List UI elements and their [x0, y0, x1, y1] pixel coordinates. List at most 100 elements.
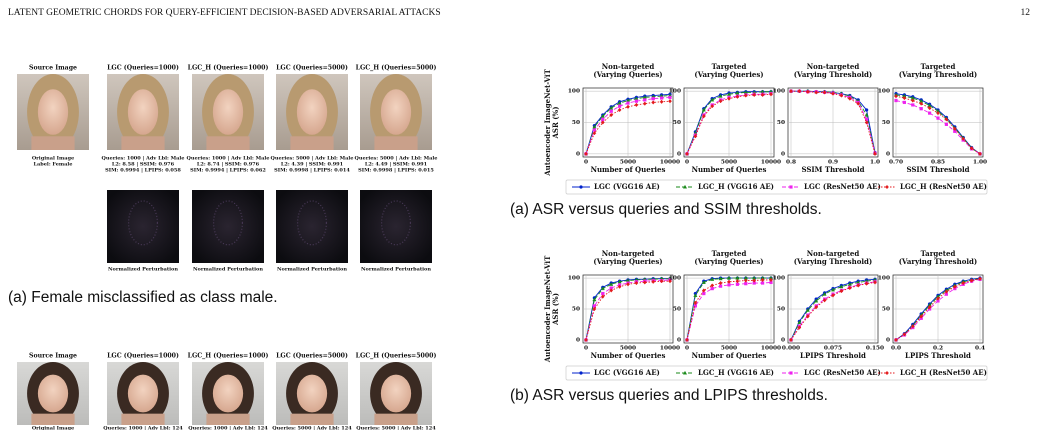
y-tick-label: 50 — [673, 120, 681, 126]
data-point — [805, 308, 810, 312]
x-tick-label: 5000 — [620, 160, 636, 166]
data-point — [726, 92, 732, 96]
data-point — [701, 280, 706, 284]
x-tick-label: 10000 — [660, 160, 680, 166]
data-point — [634, 102, 639, 108]
data-point — [814, 305, 819, 310]
y-tick-label: 100 — [669, 276, 681, 282]
data-point — [592, 131, 597, 136]
column-header: LGC_H (Queries=5000) — [356, 65, 437, 72]
data-point — [601, 117, 605, 121]
y-tick-label: 100 — [669, 89, 681, 95]
y-axis-label-line: ASR (%) — [551, 106, 560, 139]
line-chart: Non-targeted(Varying Queries) Number of Q… — [568, 249, 680, 360]
face-image — [107, 74, 179, 150]
perturbation-label: Normalized Perturbation — [108, 267, 178, 273]
image-caption: SIM: 0.9998 | LPIPS: 0.015 — [358, 168, 434, 174]
perturbation-image — [276, 190, 348, 263]
series-line — [790, 281, 876, 341]
x-tick-label: 5000 — [721, 346, 737, 352]
data-point — [710, 104, 715, 109]
data-point — [618, 104, 622, 108]
x-axis-label: Number of Queries — [692, 351, 767, 360]
image-caption: Queries: 1000 | Adv Lbl: 124 — [103, 426, 183, 430]
y-tick-label: 0 — [576, 151, 580, 157]
data-point — [797, 89, 802, 94]
y-tick-label: 100 — [878, 276, 890, 282]
column-header: LGC (Queries=1000) — [107, 353, 179, 360]
data-point — [609, 109, 613, 113]
data-point — [831, 91, 835, 96]
data-point — [797, 325, 802, 330]
x-tick-label: 0 — [685, 160, 689, 166]
data-point — [936, 116, 940, 120]
data-point — [660, 96, 664, 100]
data-point — [839, 288, 844, 294]
legend-label: LGC_H (ResNet50 AE) — [900, 182, 987, 191]
perturbation-label: Normalized Perturbation — [361, 267, 431, 273]
chart-subtitle: (Varying Queries) — [593, 70, 662, 79]
data-point — [600, 286, 605, 291]
x-tick-label: 10000 — [761, 160, 781, 166]
data-point — [847, 285, 852, 291]
face-image — [17, 362, 89, 425]
legend-label: LGC (ResNet50 AE) — [804, 182, 881, 191]
image-caption: SIM: 0.9994 | LPIPS: 0.058 — [105, 168, 181, 174]
face-image — [360, 74, 432, 150]
data-point — [693, 134, 698, 139]
y-tick-label: 100 — [773, 89, 785, 95]
data-point — [927, 105, 932, 111]
line-chart: Targeted(Varying Queries) Number of Queri… — [669, 249, 781, 360]
data-point — [978, 151, 982, 156]
legend-label: LGC (VGG16 AE) — [594, 368, 660, 377]
face-image — [17, 74, 89, 150]
data-point — [735, 279, 740, 284]
x-tick-label: 1.0 — [870, 160, 880, 166]
x-tick-label: 10000 — [761, 346, 781, 352]
data-point — [894, 94, 898, 99]
data-point — [626, 104, 630, 109]
data-point — [928, 111, 932, 115]
data-point — [609, 282, 614, 286]
x-tick-label: 10000 — [660, 346, 680, 352]
y-tick-label: 50 — [572, 307, 580, 313]
data-point — [856, 101, 861, 106]
data-point — [822, 298, 827, 303]
data-point — [718, 93, 723, 98]
y-tick-label: 100 — [773, 276, 785, 282]
y-tick-label: 100 — [878, 89, 890, 95]
image-caption: Original Image — [32, 156, 74, 162]
data-point — [651, 100, 656, 105]
y-tick-label: 0 — [781, 337, 785, 343]
x-axis-label: Number of Queries — [591, 165, 666, 174]
x-tick-label: 0.000 — [782, 346, 800, 352]
chart-subtitle: (Varying Threshold) — [899, 257, 977, 266]
x-tick-label: 0.70 — [889, 160, 903, 166]
data-point — [789, 89, 793, 94]
data-point — [693, 300, 698, 305]
column-header: LGC (Queries=5000) — [276, 65, 348, 72]
data-point — [718, 99, 723, 104]
data-point — [864, 112, 869, 117]
data-point — [944, 117, 949, 122]
y-axis-label-line: Autoencoder ImageNet-ViT — [543, 255, 552, 363]
legend-marker — [579, 185, 583, 189]
x-tick-label: 0.85 — [931, 160, 945, 166]
column-header: LGC_H (Queries=5000) — [356, 353, 437, 360]
chart-title: Non-targeted — [807, 249, 860, 258]
column-header: LGC_H (Queries=1000) — [188, 65, 269, 72]
y-tick-label: 0 — [886, 151, 890, 157]
data-point — [600, 120, 605, 125]
data-point — [952, 126, 957, 131]
data-point — [822, 90, 827, 95]
data-point — [894, 337, 898, 343]
data-point — [873, 151, 877, 156]
data-point — [902, 95, 907, 101]
legend-marker — [682, 184, 688, 189]
data-point — [617, 279, 622, 284]
perturbation-image — [192, 190, 264, 263]
x-tick-label: 0.075 — [824, 346, 842, 352]
data-point — [701, 288, 706, 293]
y-tick-label: 0 — [781, 151, 785, 157]
